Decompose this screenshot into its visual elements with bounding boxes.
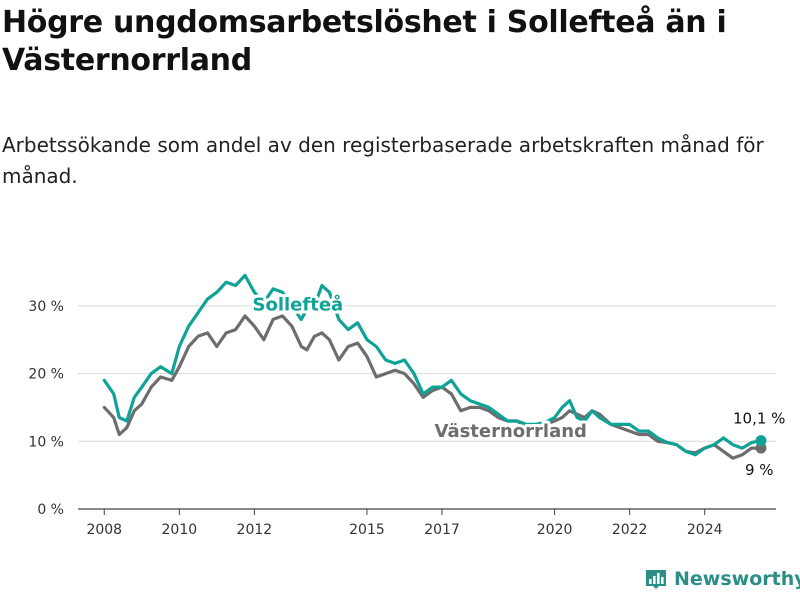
y-tick-label: 0 % xyxy=(37,502,64,518)
x-tick-label: 2012 xyxy=(237,522,273,538)
series-labels: SollefteåSollefteåVästernorrlandVästerno… xyxy=(250,291,789,483)
y-tick-label: 30 % xyxy=(28,299,64,315)
series-line-sollefte xyxy=(102,273,763,457)
chart-title: Högre ungdomsarbetslöshet i Sollefteå än… xyxy=(2,5,727,78)
series-label-sollefte-halo: Sollefteå xyxy=(253,294,344,316)
series-lines xyxy=(102,273,763,460)
x-tick-label: 2020 xyxy=(537,522,573,538)
x-tick-label: 2008 xyxy=(86,522,122,538)
newsworthy-brand[interactable]: Newsworthy xyxy=(645,568,800,590)
x-tick-label: 2024 xyxy=(687,522,723,538)
end-markers xyxy=(755,435,767,454)
end-value-vasternorrland-halo: 9 % xyxy=(745,461,774,479)
end-point-sollefte xyxy=(755,435,767,447)
x-tick-label: 2015 xyxy=(349,522,385,538)
series-label-sollefte: Sollefteå xyxy=(253,294,344,316)
x-axis: 2008 2010 2012 2015 2017 2020 2022 2024 xyxy=(86,509,723,538)
y-tick-label: 10 % xyxy=(28,434,64,450)
x-tick-label: 2010 xyxy=(162,522,198,538)
brand-name: Newsworthy xyxy=(674,568,800,590)
x-tick-label: 2017 xyxy=(424,522,460,538)
newsworthy-logo-icon xyxy=(646,570,666,589)
series-label-vasternorrland-halo: Västernorrland xyxy=(435,421,587,442)
end-value-sollefte-halo: 10,1 % xyxy=(733,410,785,428)
y-tick-label: 20 % xyxy=(28,367,64,383)
chart-subtitle: Arbetssökande som andel av den registerb… xyxy=(2,133,764,188)
series-line-vasternorrland xyxy=(102,314,763,460)
x-tick-label: 2022 xyxy=(612,522,648,538)
end-value-sollefte: 10,1 % xyxy=(733,410,785,428)
y-axis: 0 % 10 % 20 % 30 % xyxy=(28,299,64,518)
series-label-vasternorrland: Västernorrland xyxy=(435,421,587,442)
end-value-vasternorrland: 9 % xyxy=(745,461,774,479)
